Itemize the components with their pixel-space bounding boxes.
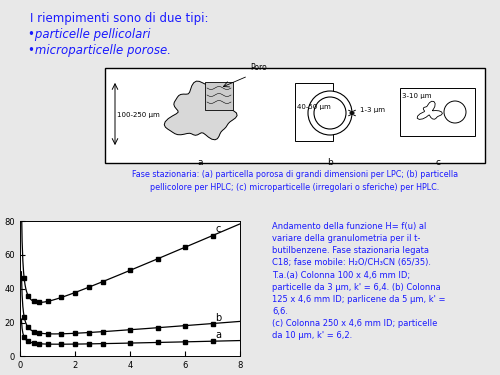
- Text: b: b: [327, 158, 333, 167]
- Circle shape: [444, 101, 466, 123]
- Text: I riempimenti sono di due tipi:: I riempimenti sono di due tipi:: [30, 12, 208, 25]
- Text: •microparticelle porose.: •microparticelle porose.: [28, 44, 171, 57]
- Polygon shape: [417, 101, 442, 119]
- Text: •particelle pellicolari: •particelle pellicolari: [28, 28, 150, 41]
- Text: 1-3 μm: 1-3 μm: [360, 107, 385, 113]
- Text: a: a: [215, 330, 221, 340]
- Text: c: c: [215, 224, 220, 234]
- Bar: [400, 88, 475, 136]
- Text: Poro: Poro: [250, 63, 267, 72]
- Text: a: a: [197, 158, 203, 167]
- Circle shape: [314, 97, 346, 129]
- Text: Andamento della funzione H= f(u) al
variare della granulometria per il t-
butilb: Andamento della funzione H= f(u) al vari…: [272, 222, 446, 340]
- Polygon shape: [164, 81, 237, 140]
- Text: 40-50 μm: 40-50 μm: [297, 104, 331, 110]
- Bar: [295, 83, 333, 141]
- Text: 3-10 μm: 3-10 μm: [402, 93, 432, 99]
- Text: c: c: [436, 158, 440, 167]
- Text: Fase stazionaria: (a) particella porosa di grandi dimensioni per LPC; (b) partic: Fase stazionaria: (a) particella porosa …: [132, 170, 458, 192]
- Text: 100-250 μm: 100-250 μm: [117, 112, 160, 118]
- Bar: [105, 68, 485, 163]
- Text: b: b: [215, 313, 222, 323]
- Bar: [205, 82, 233, 110]
- Circle shape: [308, 91, 352, 135]
